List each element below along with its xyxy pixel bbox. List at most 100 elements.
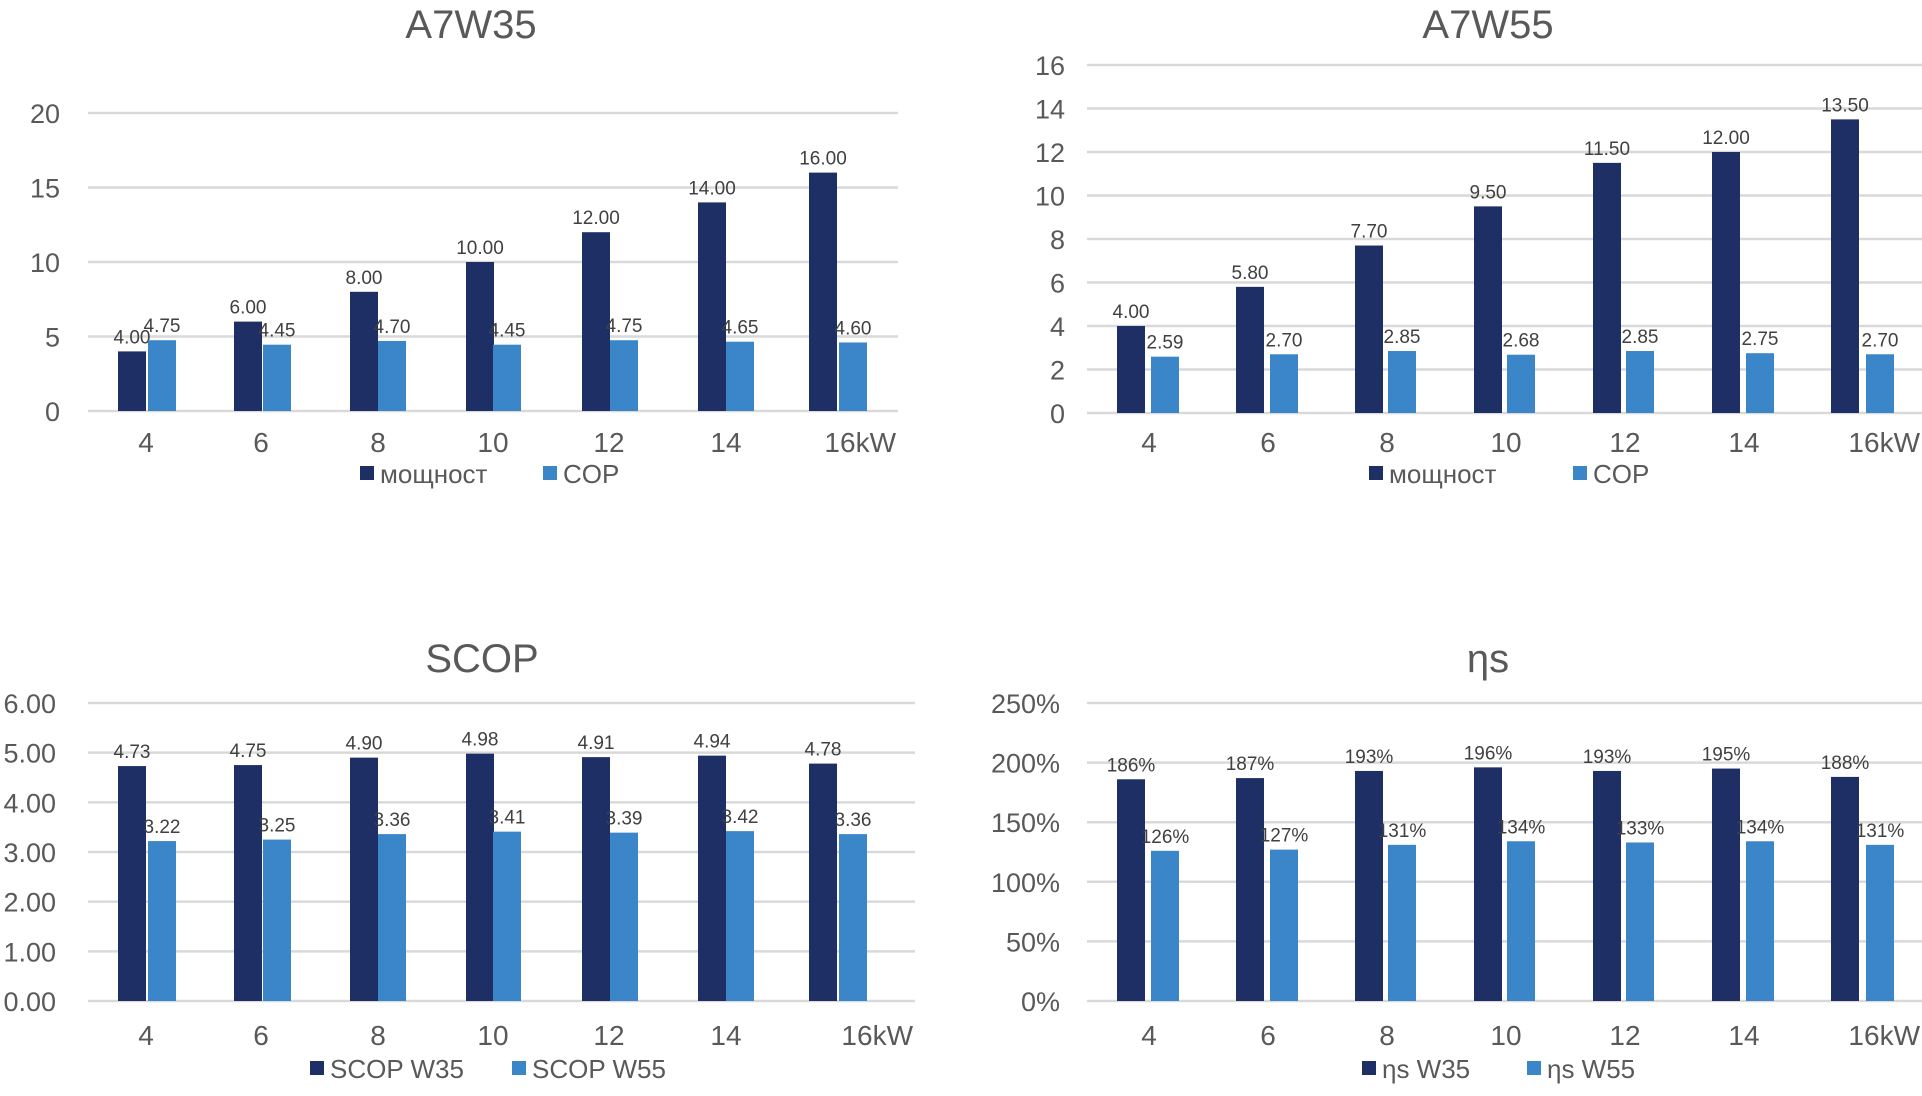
bar-series2 bbox=[1746, 353, 1774, 413]
data-label: 4.73 bbox=[114, 742, 151, 763]
data-label: 10.00 bbox=[456, 238, 504, 259]
data-label: 2.70 bbox=[1266, 330, 1303, 351]
bar-series1 bbox=[1236, 286, 1264, 413]
chart-title: A7W55 bbox=[1422, 3, 1553, 47]
x-tick-label: 10 bbox=[477, 1020, 508, 1051]
bar-series1 bbox=[1831, 119, 1859, 413]
y-tick-label: 1.00 bbox=[3, 937, 56, 967]
legend-label: COP bbox=[563, 459, 619, 489]
y-tick-label: 4 bbox=[1050, 312, 1065, 342]
bar-series1 bbox=[1355, 770, 1383, 1001]
bar-series2 bbox=[839, 342, 867, 411]
legend-swatch bbox=[512, 1061, 526, 1075]
data-label: 2.85 bbox=[1622, 327, 1659, 348]
data-label: 4.75 bbox=[144, 316, 181, 337]
chart-a7w35: A7W35051015204.004.7546.004.4568.004.708… bbox=[30, 3, 898, 489]
legend-swatch bbox=[360, 466, 374, 480]
data-label: 188% bbox=[1821, 753, 1870, 774]
data-label: 7.70 bbox=[1351, 222, 1388, 243]
legend-label: COP bbox=[1593, 459, 1649, 489]
bar-series2 bbox=[726, 341, 754, 411]
bar-series2 bbox=[839, 834, 867, 1001]
bar-series2 bbox=[493, 831, 521, 1001]
bar-series1 bbox=[118, 766, 146, 1001]
data-label: 134% bbox=[1736, 817, 1785, 838]
data-label: 9.50 bbox=[1470, 182, 1507, 203]
bar-series2 bbox=[1626, 842, 1654, 1001]
data-label: 134% bbox=[1497, 817, 1546, 838]
legend-swatch bbox=[543, 466, 557, 480]
legend-label: мощност bbox=[1389, 459, 1497, 489]
bar-series2 bbox=[378, 340, 406, 411]
bar-series1 bbox=[1117, 326, 1145, 413]
data-label: 6.00 bbox=[230, 298, 267, 319]
bar-series1 bbox=[698, 202, 726, 411]
x-tick-label: 16kW bbox=[841, 1020, 913, 1051]
data-label: 3.36 bbox=[835, 810, 872, 831]
bar-series2 bbox=[1507, 841, 1535, 1001]
y-tick-label: 8 bbox=[1050, 225, 1065, 255]
y-tick-label: 50% bbox=[1006, 927, 1060, 957]
bar-series1 bbox=[1712, 768, 1740, 1001]
data-label: 2.70 bbox=[1862, 330, 1899, 351]
data-label: 3.22 bbox=[144, 817, 181, 838]
data-label: 4.78 bbox=[805, 740, 842, 761]
legend-swatch bbox=[1362, 1061, 1376, 1075]
bar-series1 bbox=[1712, 152, 1740, 413]
data-label: 13.50 bbox=[1821, 95, 1869, 116]
y-tick-label: 3.00 bbox=[3, 838, 56, 868]
x-tick-label: 6 bbox=[253, 427, 269, 458]
legend-label: SCOP W55 bbox=[532, 1054, 666, 1084]
data-label: 4.94 bbox=[694, 732, 731, 753]
x-tick-label: 12 bbox=[1609, 427, 1640, 458]
x-tick-label: 16kW bbox=[1848, 427, 1920, 458]
data-label: 131% bbox=[1378, 821, 1427, 842]
bar-series2 bbox=[1388, 844, 1416, 1001]
bar-series1 bbox=[1593, 770, 1621, 1001]
data-label: 196% bbox=[1464, 743, 1513, 764]
data-label: 3.25 bbox=[259, 816, 296, 837]
y-tick-label: 0 bbox=[1050, 399, 1065, 429]
bar-series2 bbox=[1388, 351, 1416, 413]
bar-series1 bbox=[698, 755, 726, 1001]
y-tick-label: 4.00 bbox=[3, 788, 56, 818]
chart-scop: SCOP 0.00 1.00 2.00 3.00 4.00 5.00 6.00 4.73 3.22… bbox=[3, 637, 915, 1084]
data-label: 4.70 bbox=[374, 317, 411, 338]
legend-label: SCOP W35 bbox=[330, 1054, 464, 1084]
bar-series2 bbox=[263, 839, 291, 1001]
x-tick-label: 10 bbox=[477, 427, 508, 458]
legend-swatch bbox=[310, 1061, 324, 1075]
chart-title: ηs bbox=[1467, 637, 1509, 681]
y-tick-label: 16 bbox=[1035, 51, 1065, 81]
bar-series2 bbox=[263, 344, 291, 411]
x-tick-label: 10 bbox=[1490, 427, 1521, 458]
x-tick-label: 4 bbox=[1141, 427, 1157, 458]
x-tick-label: 8 bbox=[370, 1020, 386, 1051]
x-tick-label: 6 bbox=[1260, 1020, 1276, 1051]
data-label: 193% bbox=[1345, 747, 1394, 768]
bar-series2 bbox=[1866, 354, 1894, 413]
data-label: 127% bbox=[1260, 826, 1309, 847]
chart-title: A7W35 bbox=[405, 3, 536, 47]
y-tick-label: 10 bbox=[1035, 182, 1065, 212]
data-label: 4.90 bbox=[346, 734, 383, 755]
y-tick-label: 20 bbox=[30, 99, 60, 129]
x-tick-label: 4 bbox=[1141, 1020, 1157, 1051]
data-label: 4.60 bbox=[835, 318, 872, 339]
chart-title: SCOP bbox=[425, 637, 538, 681]
bar-series1 bbox=[1831, 776, 1859, 1001]
bar-series1 bbox=[466, 753, 494, 1001]
legend-label: ηs W35 bbox=[1382, 1054, 1470, 1084]
x-tick-label: 8 bbox=[1379, 1020, 1395, 1051]
legend-label: мощност bbox=[380, 459, 488, 489]
x-tick-label: 8 bbox=[1379, 427, 1395, 458]
data-label: 4.75 bbox=[606, 316, 643, 337]
y-tick-label: 200% bbox=[991, 749, 1060, 779]
data-label: 4.98 bbox=[462, 730, 499, 751]
data-label: 2.85 bbox=[1384, 327, 1421, 348]
data-label: 131% bbox=[1856, 821, 1905, 842]
bar-series1 bbox=[809, 763, 837, 1001]
data-label: 126% bbox=[1141, 827, 1190, 848]
y-tick-label: 14 bbox=[1035, 95, 1065, 125]
